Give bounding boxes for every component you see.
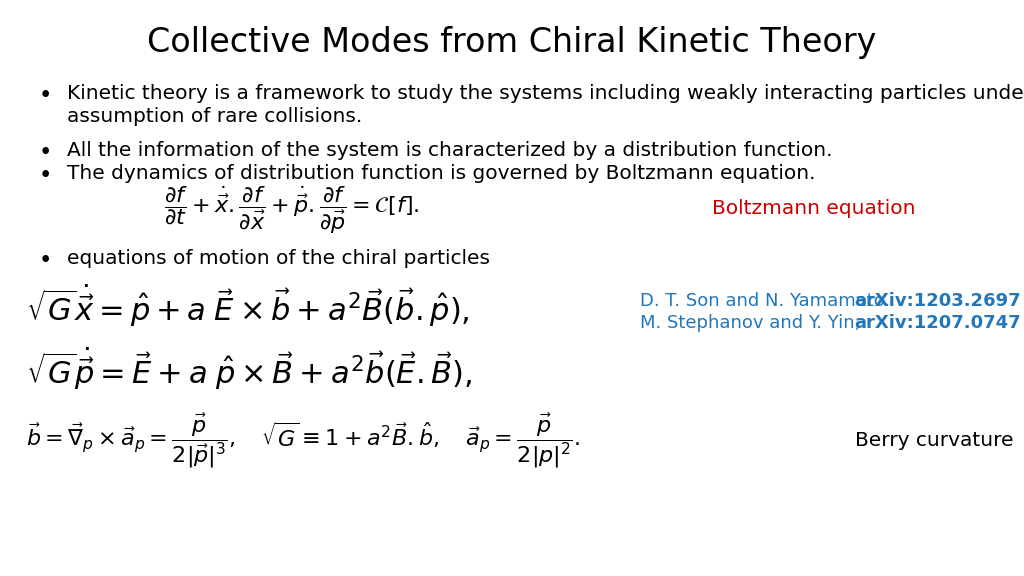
Text: M. Stephanov and Y. Yin,: M. Stephanov and Y. Yin, xyxy=(640,313,866,332)
Text: D. T. Son and N. Yamamoto.: D. T. Son and N. Yamamoto. xyxy=(640,291,896,310)
Text: $\sqrt{G}\dot{\vec{x}} = \hat{p} + a\;\vec{E} \times \vec{b} + a^2\vec{B}(\vec{b: $\sqrt{G}\dot{\vec{x}} = \hat{p} + a\;\v… xyxy=(26,282,469,329)
Text: •: • xyxy=(39,141,52,164)
Text: Kinetic theory is a framework to study the systems including weakly interacting : Kinetic theory is a framework to study t… xyxy=(67,84,1024,103)
Text: •: • xyxy=(39,164,52,187)
Text: assumption of rare collisions.: assumption of rare collisions. xyxy=(67,107,361,126)
Text: arXiv:1203.2697: arXiv:1203.2697 xyxy=(854,291,1021,310)
Text: Berry curvature: Berry curvature xyxy=(855,431,1014,450)
Text: The dynamics of distribution function is governed by Boltzmann equation.: The dynamics of distribution function is… xyxy=(67,164,815,183)
Text: $\sqrt{G}\dot{\vec{p}} = \vec{E} + a\;\hat{p} \times \vec{B} + a^2\vec{b}(\vec{E: $\sqrt{G}\dot{\vec{p}} = \vec{E} + a\;\h… xyxy=(26,345,472,392)
Text: arXiv:1207.0747: arXiv:1207.0747 xyxy=(854,313,1021,332)
Text: All the information of the system is characterized by a distribution function.: All the information of the system is cha… xyxy=(67,141,833,160)
Text: •: • xyxy=(39,249,52,272)
Text: Collective Modes from Chiral Kinetic Theory: Collective Modes from Chiral Kinetic The… xyxy=(147,26,877,59)
Text: equations of motion of the chiral particles: equations of motion of the chiral partic… xyxy=(67,249,489,268)
Text: Boltzmann equation: Boltzmann equation xyxy=(713,199,915,218)
Text: •: • xyxy=(39,84,52,107)
Text: $\dfrac{\partial f}{\partial t} + \dot{\vec{x}}.\dfrac{\partial f}{\partial \vec: $\dfrac{\partial f}{\partial t} + \dot{\… xyxy=(164,185,420,236)
Text: $\vec{b} = \vec{\nabla}_p \times \vec{a}_p = \dfrac{\vec{p}}{2|\vec{p}|^3}, \qua: $\vec{b} = \vec{\nabla}_p \times \vec{a}… xyxy=(26,411,580,470)
